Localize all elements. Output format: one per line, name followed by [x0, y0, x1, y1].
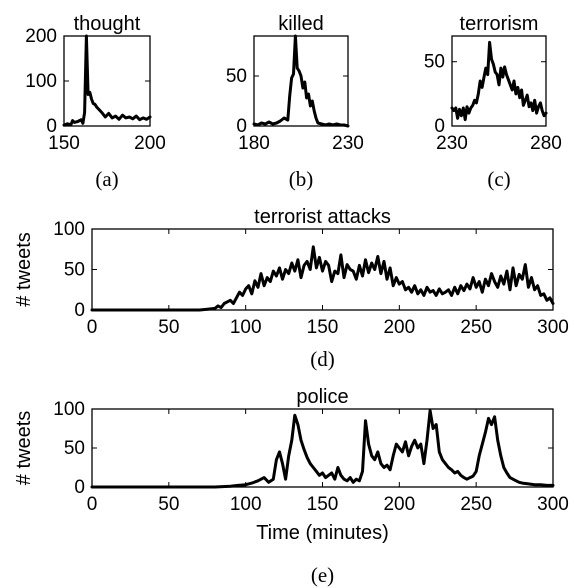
y-tick-label-a-0: 0 — [46, 116, 57, 137]
series-line-c-0 — [450, 40, 548, 122]
series-line-a-0 — [62, 34, 152, 127]
y-tick-label-b-0: 0 — [236, 116, 247, 137]
x-tick-label-c-0: 230 — [436, 133, 468, 154]
x-tick-label-a-1: 200 — [134, 133, 166, 154]
plot-frame-a — [63, 35, 151, 127]
x-axis-label-e: Time (minutes) — [256, 522, 389, 544]
panel-caption-c: (c) — [487, 167, 510, 191]
x-tick-label-d-1: 50 — [158, 317, 179, 338]
y-tick-label-b-1: 50 — [226, 66, 247, 87]
series-line-e-0 — [90, 409, 555, 489]
y-axis-label-d: # tweets — [13, 232, 35, 306]
panel-caption-a: (a) — [95, 167, 118, 191]
y-tick-label-d-0: 0 — [74, 300, 85, 321]
y-tick-label-e-1: 50 — [64, 438, 85, 459]
panel-c: 230 280 0 50 terrorism (c) — [424, 13, 562, 191]
y-axis-label-e: # tweets — [13, 411, 35, 485]
chart-title-d: terrorist attacks — [254, 206, 391, 228]
y-tick-label-a-2: 200 — [25, 26, 57, 47]
x-tick-label-e-5: 250 — [460, 494, 492, 515]
x-tick-label-e-4: 200 — [383, 494, 415, 515]
series-line-b-0 — [252, 34, 350, 128]
panel-b: 180 230 0 50 killed (b) — [226, 13, 364, 191]
x-tick-label-d-6: 300 — [537, 317, 569, 338]
chart-title-c: terrorism — [460, 13, 539, 35]
x-tick-label-d-2: 100 — [230, 317, 262, 338]
y-tick-label-d-2: 100 — [53, 219, 85, 240]
panel-caption-b: (b) — [289, 167, 314, 191]
x-tick-label-d-3: 150 — [307, 317, 339, 338]
x-tick-label-c-1: 280 — [530, 133, 562, 154]
x-tick-label-d-5: 250 — [460, 317, 492, 338]
plot-frame-c — [451, 35, 547, 127]
chart-title-e: police — [296, 386, 348, 408]
y-tick-label-e-2: 100 — [53, 399, 85, 420]
x-tick-label-b-0: 180 — [238, 133, 270, 154]
y-tick-label-c-0: 0 — [434, 116, 445, 137]
x-tick-label-a-0: 150 — [48, 133, 80, 154]
x-tick-label-e-3: 150 — [307, 494, 339, 515]
x-tick-label-e-6: 300 — [537, 494, 569, 515]
x-tick-label-d-4: 200 — [383, 317, 415, 338]
chart-title-a: thought — [74, 13, 141, 35]
series-line-d-0 — [90, 245, 555, 312]
x-tick-label-e-2: 100 — [230, 494, 262, 515]
x-tick-label-e-0: 0 — [87, 494, 98, 515]
x-tick-label-b-1: 230 — [332, 133, 364, 154]
x-tick-label-d-0: 0 — [87, 317, 98, 338]
panel-a: 150 200 0 100 200 thought (a) — [25, 13, 166, 191]
y-tick-label-e-0: 0 — [74, 477, 85, 498]
chart-title-b: killed — [278, 13, 324, 35]
x-tick-label-e-1: 50 — [158, 494, 179, 515]
y-tick-label-a-1: 100 — [25, 71, 57, 92]
panel-d: 0 50 100 150 200 250 300 0 50 100 terrorist attack… — [13, 206, 569, 371]
plot-frame-b — [253, 35, 349, 127]
y-tick-label-d-1: 50 — [64, 260, 85, 281]
panel-caption-d: (d) — [310, 347, 335, 371]
y-tick-label-c-1: 50 — [424, 52, 445, 73]
panel-e: 0 50 100 150 200 250 300 0 50 100 police # tweets Ti… — [13, 386, 569, 587]
panel-caption-e: (e) — [311, 563, 334, 587]
